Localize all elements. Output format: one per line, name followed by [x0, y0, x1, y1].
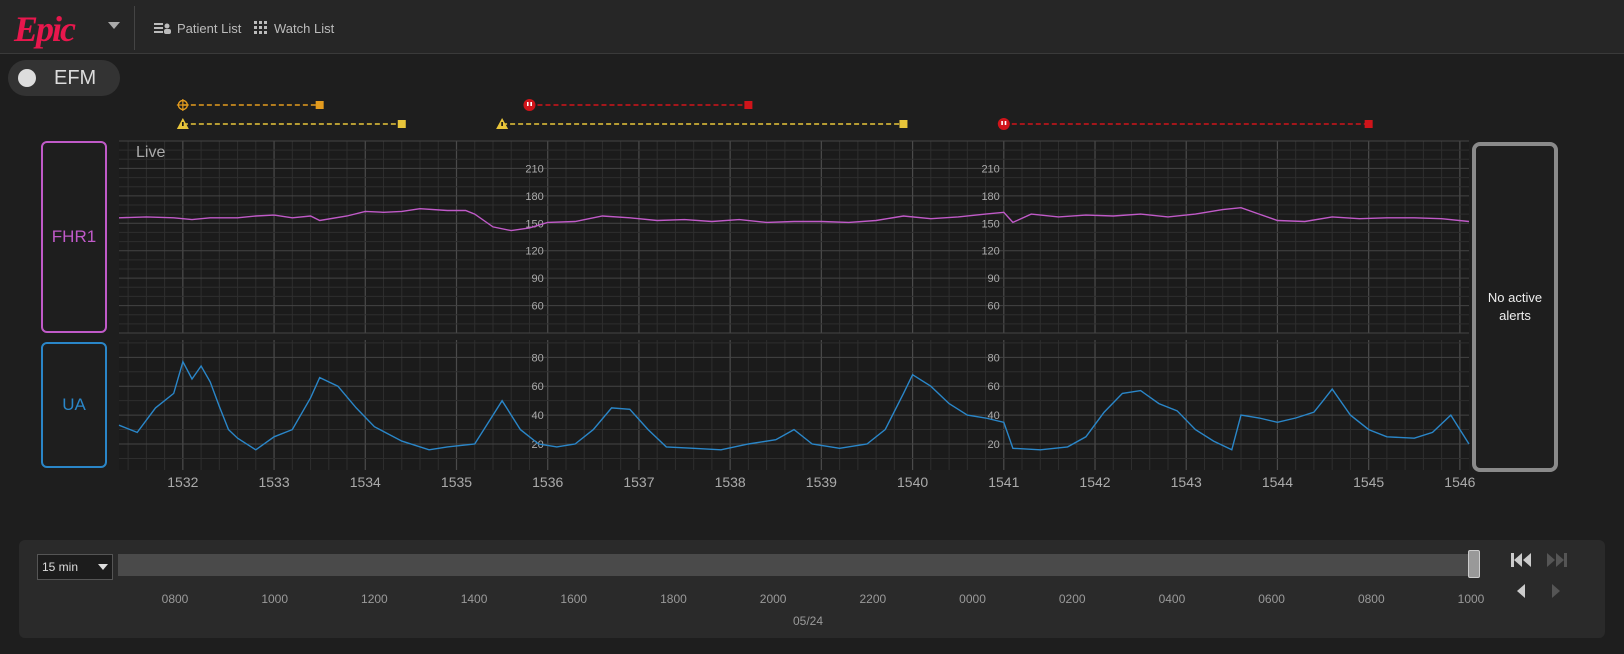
alert-bar-end [744, 101, 753, 109]
timeline-tick-label: 0600 [1258, 592, 1285, 606]
x-tick-label: 1533 [258, 474, 289, 490]
efm-label: EFM [54, 67, 97, 89]
fhr-scale-label: 180 [525, 191, 543, 203]
patient-list-icon [154, 22, 171, 34]
ua-scale-label: 40 [531, 410, 543, 422]
x-tick-label: 1546 [1444, 474, 1475, 490]
watch-list-icon [254, 21, 267, 34]
skip-to-start-icon[interactable] [1510, 552, 1532, 568]
ua-scale-label: 80 [531, 352, 543, 364]
timeline-tick-label: 0800 [1357, 592, 1385, 606]
timeline-tick-label: 2200 [859, 592, 887, 606]
x-tick-label: 1543 [1171, 474, 1202, 490]
ua-scale-label: 60 [988, 381, 1000, 393]
step-back-icon[interactable] [1515, 583, 1527, 599]
x-tick-label: 1535 [441, 474, 472, 490]
critical-icon [523, 99, 536, 111]
x-tick-label: 1534 [350, 474, 381, 490]
timeline-tick-label: 1200 [361, 592, 388, 606]
warning-icon [182, 122, 184, 126]
timeline-scrubber[interactable] [118, 554, 1476, 576]
alert-bar-end [899, 120, 908, 128]
critical-icon [1004, 121, 1007, 125]
x-tick-label: 1537 [623, 474, 654, 490]
time-range-select[interactable]: 15 min [37, 554, 113, 580]
ua-scale-label: 60 [531, 381, 543, 393]
timeline-tick-label: 1800 [660, 592, 687, 606]
ua-channel-label[interactable]: UA [41, 342, 107, 468]
watch-list-label: Watch List [274, 20, 335, 36]
fhr-scale-label: 60 [988, 301, 1000, 313]
fhr-scale-label: 150 [981, 218, 999, 230]
chevron-down-icon[interactable] [108, 22, 120, 29]
divider [134, 6, 135, 50]
timeline-tick-label: 1600 [560, 592, 588, 606]
patient-list-label: Patient List [177, 20, 242, 36]
alert-bar-end [397, 120, 406, 128]
fhr-scale-label: 180 [981, 191, 999, 203]
fhr-panel-bg [119, 141, 1469, 333]
fhr-scale-label: 210 [981, 163, 999, 175]
fhr-scale-label: 90 [988, 273, 1000, 285]
timeline-tick-label: 0000 [959, 592, 986, 606]
alert-bar-end [1364, 120, 1373, 128]
ua-panel-bg [119, 340, 1469, 470]
fhr-scale-label: 90 [531, 273, 543, 285]
critical-icon [526, 102, 529, 106]
x-tick-label: 1538 [715, 474, 746, 490]
fhr-channel-label[interactable]: FHR1 [41, 141, 107, 333]
timeline-tick-label: 0400 [1158, 592, 1186, 606]
critical-icon [997, 118, 1010, 130]
critical-icon [530, 102, 532, 106]
fhr-scale-label: 120 [525, 246, 543, 258]
timeline-tick-label: 1000 [1457, 592, 1485, 606]
timeline-date: 05/24 [792, 614, 824, 628]
x-tick-label: 1544 [1262, 474, 1293, 490]
x-tick-label: 1541 [988, 474, 1019, 490]
x-tick-label: 1532 [167, 474, 198, 490]
epic-logo[interactable]: Epic [14, 9, 76, 49]
fhr-scale-label: 120 [981, 246, 999, 258]
warning-icon [501, 122, 503, 126]
ua-trace [118, 359, 1470, 451]
watch-list-button[interactable]: Watch List [254, 18, 334, 38]
top-bar: Epic Patient List Watch List [0, 0, 1624, 54]
alerts-panel: No active alerts [1472, 142, 1558, 472]
x-tick-label: 1545 [1353, 474, 1384, 490]
step-forward-icon[interactable] [1550, 583, 1562, 599]
live-label: Live [136, 144, 165, 161]
status-dot-icon [18, 69, 36, 87]
timeline-tick-label: 1000 [261, 592, 289, 606]
timeline-tick-label: 0800 [161, 592, 189, 606]
x-tick-label: 1539 [806, 474, 837, 490]
timeline-tick-label: 1400 [460, 592, 488, 606]
x-tick-label: 1540 [897, 474, 928, 490]
critical-icon [1001, 121, 1003, 125]
alert-bar-end [315, 101, 324, 109]
scrubber-handle[interactable] [1468, 550, 1480, 578]
time-range-value: 15 min [42, 560, 79, 574]
timeline-tick-label: 0200 [1058, 592, 1086, 606]
chevron-down-icon [98, 564, 108, 570]
ua-scale-label: 20 [988, 439, 1000, 451]
fhr-trace [118, 206, 1470, 232]
fhr-scale-label: 60 [531, 301, 543, 313]
patient-list-button[interactable]: Patient List [154, 18, 241, 38]
x-tick-label: 1536 [532, 474, 563, 490]
skip-to-end-icon[interactable] [1546, 552, 1568, 568]
timeline-tick-label: 2000 [759, 592, 787, 606]
x-tick-label: 1542 [1079, 474, 1110, 490]
ua-scale-label: 20 [531, 439, 543, 451]
ua-scale-label: 80 [988, 352, 1000, 364]
efm-toggle[interactable]: EFM [8, 60, 120, 96]
fhr-scale-label: 210 [525, 163, 543, 175]
